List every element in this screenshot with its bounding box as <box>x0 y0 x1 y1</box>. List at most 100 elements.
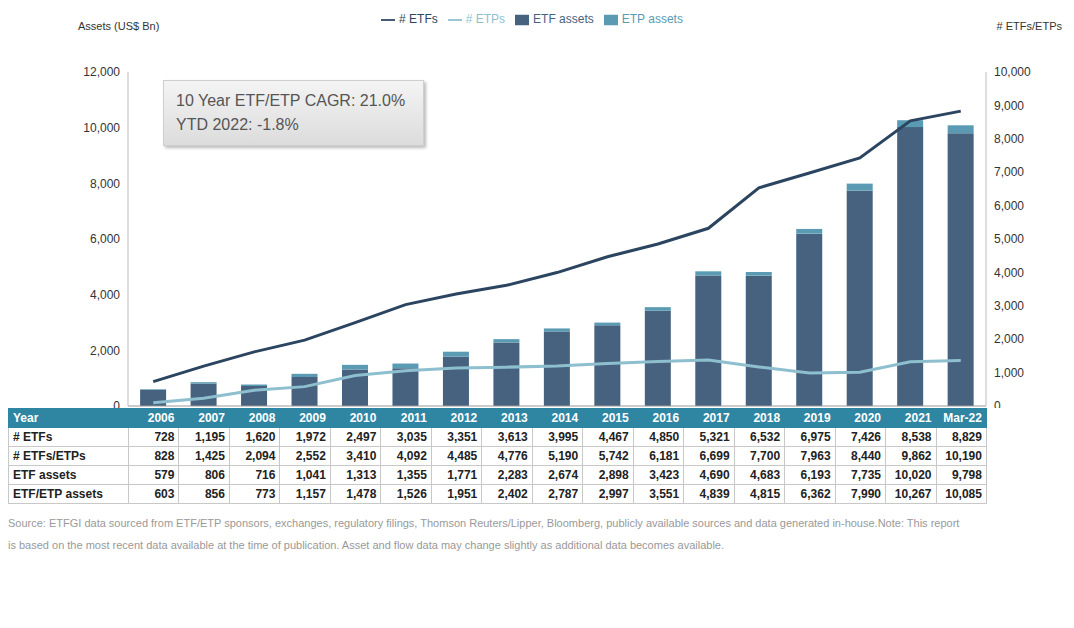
html-text:6,181: 6,181 <box>649 449 680 463</box>
html-text:# ETFs/ETPs: # ETFs/ETPs <box>13 449 86 463</box>
svg-text:9,000: 9,000 <box>994 99 1024 113</box>
svg-text:4,000: 4,000 <box>90 288 120 302</box>
html-text:2021: 2021 <box>904 411 932 425</box>
html-text:806: 806 <box>204 468 225 482</box>
html-text:856: 856 <box>204 487 225 501</box>
html-text:2013: 2013 <box>501 411 528 425</box>
html-text:10 Year ETF/ETP CAGR: 21.0%: 10 Year ETF/ETP CAGR: 21.0% <box>176 92 406 109</box>
svg-text:0: 0 <box>994 399 1001 408</box>
html-text:4,683: 4,683 <box>750 468 781 482</box>
html-text:4,485: 4,485 <box>447 449 478 463</box>
svg-text:4,000: 4,000 <box>994 266 1024 280</box>
html-text:2,898: 2,898 <box>598 468 629 482</box>
html-text:6,699: 6,699 <box>699 449 730 463</box>
html-text:3,995: 3,995 <box>548 430 579 444</box>
html-text:603: 603 <box>154 487 175 501</box>
html-text:2020: 2020 <box>854 411 881 425</box>
html-text:ETF assets: ETF assets <box>13 468 77 482</box>
svg-text:2,000: 2,000 <box>994 332 1024 346</box>
html-text:6,975: 6,975 <box>800 430 831 444</box>
html-text:7,426: 7,426 <box>851 430 881 444</box>
html-text:10,020: 10,020 <box>894 468 932 482</box>
html-text:9,798: 9,798 <box>951 468 982 482</box>
html-text:2011: 2011 <box>400 411 427 425</box>
html-text:ETF/ETP assets: ETF/ETP assets <box>13 487 103 501</box>
svg-text:10,000: 10,000 <box>83 121 120 135</box>
html-text:2017: 2017 <box>702 411 730 425</box>
html-text:4,776: 4,776 <box>497 449 528 463</box>
html-text:579: 579 <box>154 468 175 482</box>
svg-text:2,000: 2,000 <box>90 344 120 358</box>
html-text:8,440: 8,440 <box>851 449 881 463</box>
html-text:2012: 2012 <box>450 411 478 425</box>
html-text:2016: 2016 <box>652 411 680 425</box>
html-text:10,190: 10,190 <box>945 449 982 463</box>
html-text:2010: 2010 <box>349 411 377 425</box>
html-text:1,972: 1,972 <box>295 430 326 444</box>
svg-text:1,000: 1,000 <box>994 366 1024 380</box>
svg-text:8,000: 8,000 <box>90 177 120 191</box>
html-text:1,425: 1,425 <box>194 449 225 463</box>
html-text:3,351: 3,351 <box>447 430 478 444</box>
svg-text:5,000: 5,000 <box>994 232 1024 246</box>
html-text:1,041: 1,041 <box>295 468 326 482</box>
html-text:ETF assets: ETF assets <box>533 12 594 26</box>
html-text:ETP assets: ETP assets <box>621 12 683 26</box>
svg-text:6,000: 6,000 <box>90 232 120 246</box>
html-text:716: 716 <box>255 468 276 482</box>
svg-text:12,000: 12,000 <box>83 65 120 79</box>
html-text:2007: 2007 <box>198 411 225 425</box>
html-text:2,552: 2,552 <box>295 449 326 463</box>
html-text:4,850: 4,850 <box>649 430 680 444</box>
html-text:9,862: 9,862 <box>901 449 932 463</box>
html-text:728: 728 <box>154 430 175 444</box>
html-text:Year: Year <box>13 411 39 425</box>
html-text:1,195: 1,195 <box>194 430 225 444</box>
html-text:5,190: 5,190 <box>548 449 579 463</box>
html-text:7,735: 7,735 <box>851 468 881 482</box>
html-text:8,538: 8,538 <box>901 430 932 444</box>
html-text:828: 828 <box>154 449 175 463</box>
html-text:6,532: 6,532 <box>750 430 781 444</box>
html-text:1,771: 1,771 <box>447 468 478 482</box>
svg-text:7,000: 7,000 <box>994 165 1024 179</box>
html-text:Mar-22: Mar-22 <box>943 411 982 425</box>
html-text:6,193: 6,193 <box>800 468 831 482</box>
html-text:# ETFs: # ETFs <box>13 430 53 444</box>
html-text:8,829: 8,829 <box>951 430 982 444</box>
svg-text:3,000: 3,000 <box>994 299 1024 313</box>
html-text:7,700: 7,700 <box>750 449 781 463</box>
svg-text:6,000: 6,000 <box>994 199 1024 213</box>
html-text:# ETFs: # ETFs <box>399 12 438 26</box>
html-text:5,742: 5,742 <box>598 449 629 463</box>
html-text:Source: ETFGI data sourced fro: Source: ETFGI data sourced from ETF/ETP … <box>8 517 960 551</box>
html-text:5,321: 5,321 <box>699 430 730 444</box>
html-text:4,467: 4,467 <box>598 430 629 444</box>
html-text:4,092: 4,092 <box>396 449 427 463</box>
html-text:2,094: 2,094 <box>245 449 276 463</box>
html-text:7,963: 7,963 <box>800 449 831 463</box>
html-text:2019: 2019 <box>803 411 831 425</box>
html-text:2008: 2008 <box>248 411 276 425</box>
html-text:2006: 2006 <box>147 411 175 425</box>
html-text:2015: 2015 <box>602 411 629 425</box>
html-text:3,423: 3,423 <box>649 468 680 482</box>
html-text:3,035: 3,035 <box>396 430 427 444</box>
svg-text:8,000: 8,000 <box>994 132 1024 146</box>
html-text:2014: 2014 <box>551 411 579 425</box>
html-text:1,620: 1,620 <box>245 430 276 444</box>
html-text:1,313: 1,313 <box>346 468 377 482</box>
html-text:2009: 2009 <box>299 411 326 425</box>
svg-text:10,000: 10,000 <box>994 65 1031 79</box>
html-text:1,355: 1,355 <box>396 468 427 482</box>
html-text:# ETPs: # ETPs <box>465 12 506 26</box>
html-text:2018: 2018 <box>753 411 781 425</box>
html-text:3,410: 3,410 <box>346 449 377 463</box>
html-text:2,283: 2,283 <box>497 468 528 482</box>
html-text:4,690: 4,690 <box>699 468 730 482</box>
html-text:YTD 2022: -1.8%: YTD 2022: -1.8% <box>176 116 299 133</box>
html-text:3,613: 3,613 <box>497 430 528 444</box>
svg-text:0: 0 <box>113 399 120 408</box>
html-text:2,497: 2,497 <box>346 430 377 444</box>
html-text:2,674: 2,674 <box>548 468 579 482</box>
